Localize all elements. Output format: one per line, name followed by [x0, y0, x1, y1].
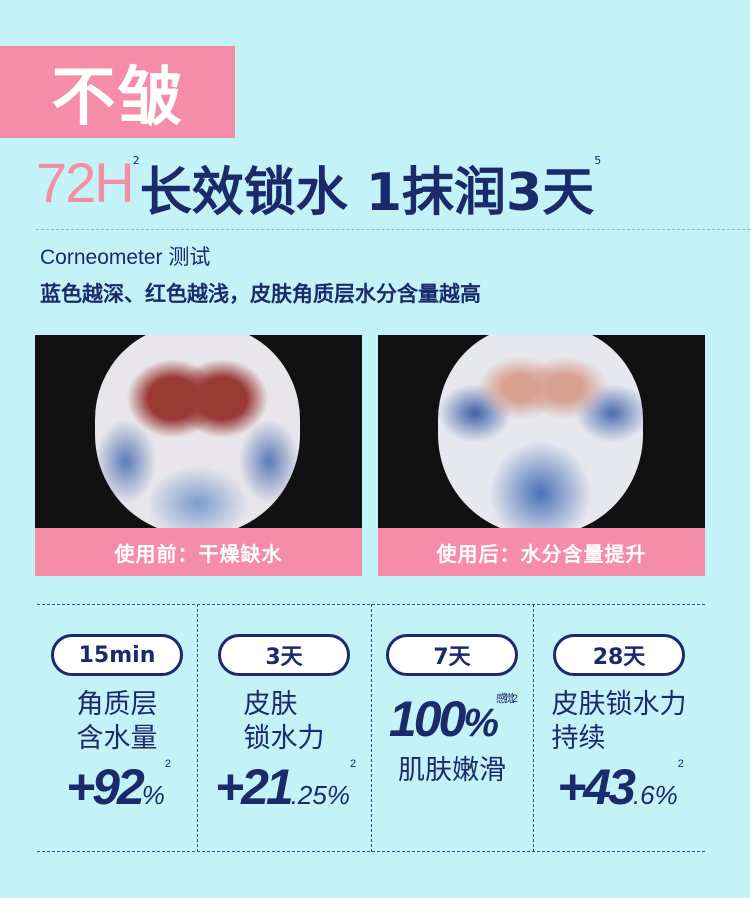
period-pill: 7天: [386, 634, 518, 676]
stat-value: 100%感觉2: [388, 691, 518, 747]
stat-3days: 3天 皮肤 锁水力 +21.25%2: [197, 604, 371, 852]
period-pill: 3天: [218, 634, 350, 676]
stat-value: +21.25%2: [214, 758, 356, 815]
stat-7days: 7天 100%感觉2 肌肤嫩滑: [371, 604, 533, 852]
headline-highlight: 72H: [36, 151, 135, 214]
stat-value: +92%2: [65, 758, 171, 815]
footnote: 2: [132, 154, 140, 167]
badge: 不皱: [0, 46, 235, 138]
period-pill: 15min: [51, 634, 183, 676]
stat-label: 皮肤锁水力 持续: [551, 689, 687, 754]
after-caption: 使用后：水分含量提升: [378, 528, 705, 576]
headline-main: 长效锁水 1抹润3天: [139, 163, 595, 223]
before-caption: 使用前：干燥缺水: [35, 528, 362, 576]
before-panel: 使用前：干燥缺水: [35, 335, 362, 576]
divider: [533, 604, 534, 852]
stat-label: 肌肤嫩滑: [398, 755, 506, 786]
stat-label: 角质层 含水量: [76, 689, 158, 754]
footnote: 5: [594, 154, 602, 167]
stat-15min: 15min 角质层 含水量 +92%2: [37, 604, 197, 852]
divider: [36, 229, 750, 230]
divider: [371, 604, 372, 852]
headline: 72H 2 长效锁水 1抹润3天 5: [36, 150, 601, 225]
divider: [197, 604, 198, 852]
stat-value: +43.6%2: [557, 758, 684, 815]
stat-label: 皮肤 锁水力: [243, 689, 325, 754]
after-panel: 使用后：水分含量提升: [378, 335, 705, 576]
period-pill: 28天: [553, 634, 685, 676]
test-label: Corneometer 测试: [40, 246, 211, 269]
after-face-image: [378, 335, 705, 528]
stat-28days: 28天 皮肤锁水力 持续 +43.6%2: [533, 604, 705, 852]
legend-text: 蓝色越深、红色越浅，皮肤角质层水分含量越高: [40, 282, 481, 306]
before-face-image: [35, 335, 362, 528]
